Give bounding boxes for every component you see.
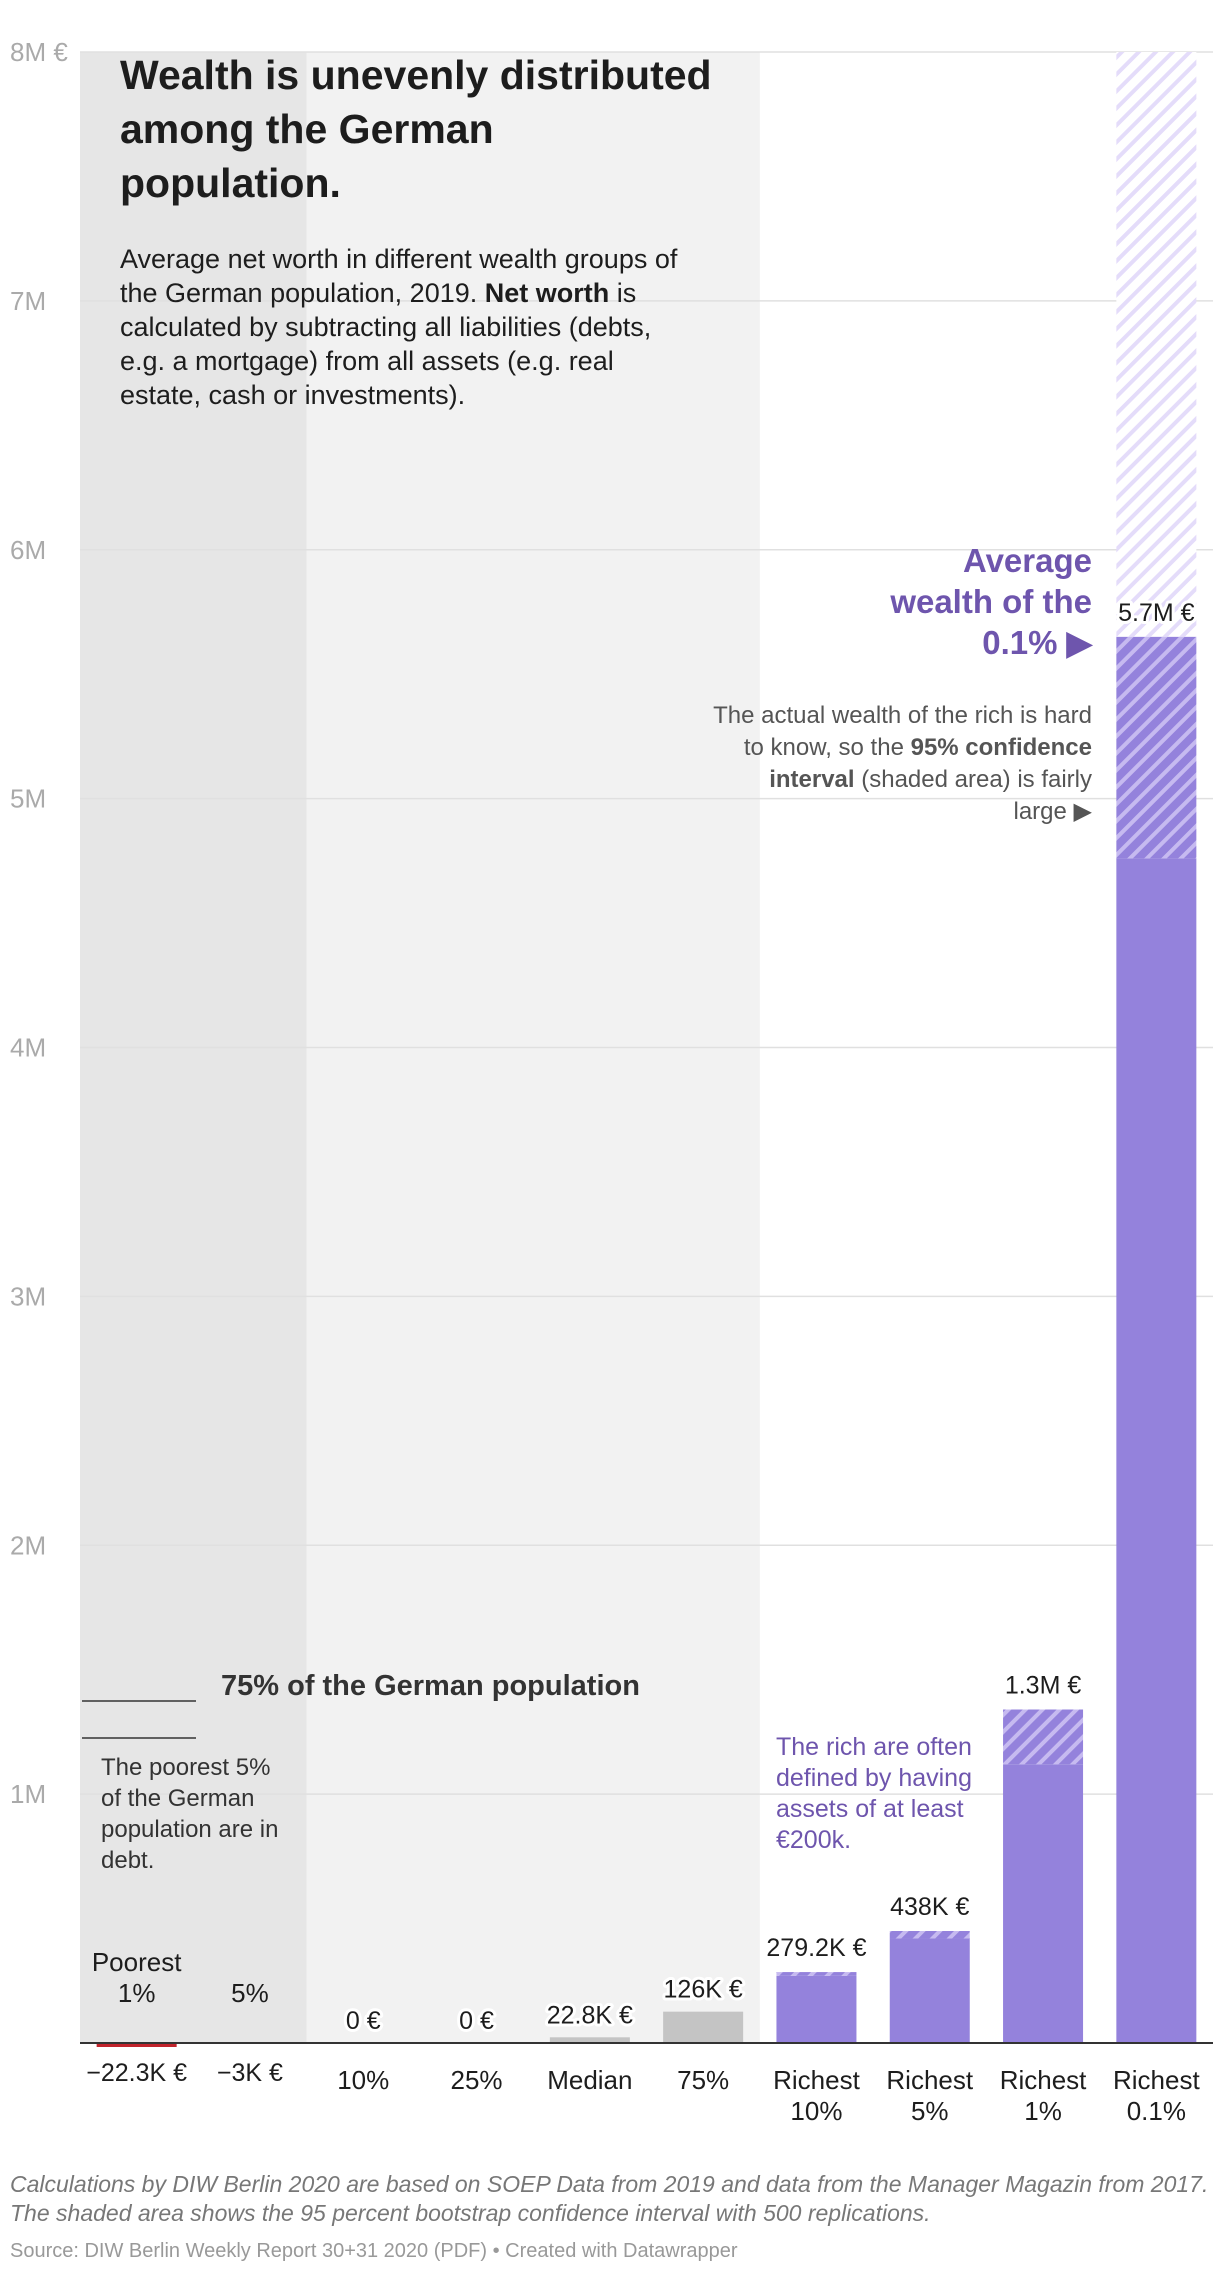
chart-subtitle: Average net worth in different wealth gr… <box>120 242 700 412</box>
bar-ci-shade <box>889 1931 970 1939</box>
y-tick-label: 3M <box>10 1281 46 1311</box>
chart-source: Source: DIW Berlin Weekly Report 30+31 2… <box>10 2240 738 2262</box>
value-label: 438K € <box>890 1893 969 1921</box>
bar-rich <box>1003 1764 1084 2043</box>
category-label: Richest <box>1000 2065 1087 2095</box>
annotation-poorest-debt: The poorest 5% of the German population … <box>101 1754 279 1874</box>
value-label: 0 € <box>459 2007 494 2035</box>
ci-text-2: (shaded area) is fairly large ▶ <box>854 766 1092 825</box>
annotation-rich-definition: The rich are often defined by having ass… <box>776 1733 972 1854</box>
bar-ci-upper-faint <box>1116 52 1197 637</box>
category-label: 1% <box>1024 2096 1062 2126</box>
y-tick-label: 1M <box>10 1779 46 1809</box>
category-label: 10% <box>337 2065 389 2095</box>
y-tick-label: 2M <box>10 1530 46 1560</box>
category-label: 5% <box>231 1978 269 2008</box>
value-label: −22.3K € <box>86 2059 187 2087</box>
bar-ci-shade <box>1116 636 1197 859</box>
category-label: 25% <box>451 2065 503 2095</box>
category-label: Poorest <box>92 1947 182 1977</box>
subtitle-bold: Net worth <box>484 278 610 308</box>
category-label: 10% <box>790 2096 842 2126</box>
category-label: Median <box>547 2065 632 2095</box>
bar-75% <box>663 2011 744 2043</box>
value-label: 279.2K € <box>766 1934 866 1962</box>
value-label: 5.7M € <box>1118 599 1195 627</box>
value-label: −3K € <box>217 2059 283 2087</box>
chart-title: Wealth is unevenly distributed among the… <box>120 52 712 206</box>
subtitle-text-2: is calculated by subtracting all liabili… <box>120 278 652 410</box>
bar-rich <box>889 1938 970 2043</box>
category-label: 75% <box>677 2065 729 2095</box>
bar-ci-shade <box>776 1972 857 1976</box>
avg-line-2: wealth of the <box>890 583 1092 620</box>
category-label: 0.1% <box>1127 2096 1186 2126</box>
avg-line-3: 0.1% ▶ <box>982 624 1092 661</box>
category-label: Richest <box>1113 2065 1200 2095</box>
ci-text-1: The actual wealth of the rich is hard to… <box>713 702 1092 761</box>
chart-notes: Calculations by DIW Berlin 2020 are base… <box>10 2171 1209 2226</box>
value-label: 0 € <box>346 2007 381 2035</box>
value-label: 22.8K € <box>547 2001 633 2029</box>
value-label: 126K € <box>664 1976 743 2004</box>
y-tick-label: 5M <box>10 784 46 814</box>
ci-bold: 95% confidence interval <box>769 734 1092 793</box>
bar-median <box>549 2037 630 2043</box>
category-label: Richest <box>773 2065 860 2095</box>
subtitle-text-1: Average net worth in different wealth gr… <box>120 244 678 308</box>
category-label: 5% <box>911 2096 949 2126</box>
category-label: 1% <box>118 1978 156 2008</box>
y-tick-label: 8M € <box>10 37 68 67</box>
annotation-average-wealth: Average wealth of the 0.1% ▶ <box>890 540 1092 663</box>
annotation-75-percent: 75% of the German population <box>221 1670 640 1702</box>
category-label: Richest <box>886 2065 973 2095</box>
y-tick-label: 6M <box>10 535 46 565</box>
y-tick-label: 7M <box>10 286 46 316</box>
bar-poorest-1 <box>96 2043 177 2047</box>
y-tick-label: 4M <box>10 1033 46 1063</box>
bar-rich <box>1116 858 1197 2043</box>
header: Wealth is unevenly distributed among the… <box>120 48 720 412</box>
bar-ci-shade <box>1003 1709 1084 1765</box>
avg-line-1: Average <box>962 542 1092 579</box>
bar-rich <box>776 1975 857 2043</box>
annotation-confidence-interval: The actual wealth of the rich is hard to… <box>712 700 1092 828</box>
value-label: 1.3M € <box>1005 1672 1082 1700</box>
